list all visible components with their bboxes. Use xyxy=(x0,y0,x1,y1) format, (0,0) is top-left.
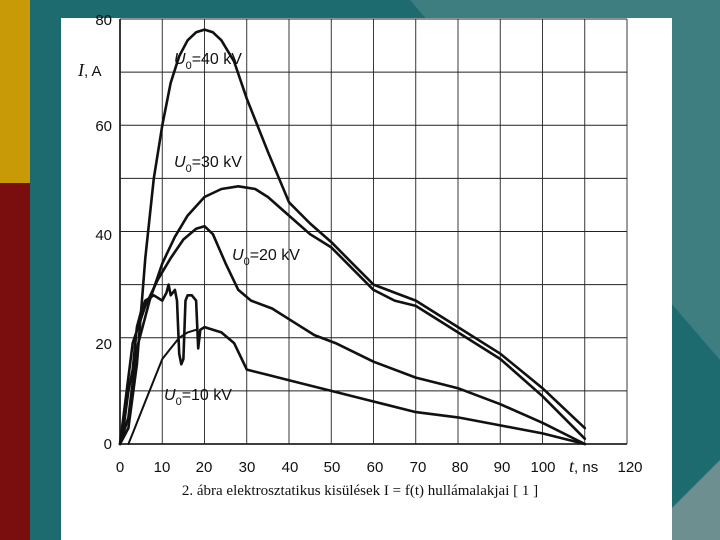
x-axis-symbol: t xyxy=(569,456,575,476)
left-bar-red xyxy=(0,183,30,540)
x-tick-labels: 0 10 20 30 40 50 60 70 80 90 100 120 xyxy=(116,459,643,476)
left-bar-gold xyxy=(0,0,30,183)
x-tick-label: 20 xyxy=(196,459,213,476)
series-line-4 xyxy=(118,283,587,446)
annotation-symbol: U xyxy=(232,247,244,264)
annotation-subscript: 0 xyxy=(244,256,250,268)
x-tick-label: 120 xyxy=(617,459,642,476)
annotation-text: =40 kV xyxy=(192,51,243,68)
series-line-5 xyxy=(127,328,198,445)
y-axis-label: I, A xyxy=(77,60,102,80)
annotation-u0-20kv: U0=20 kV xyxy=(232,247,300,268)
x-tick-label: 60 xyxy=(367,459,384,476)
annotation-text: =10 kV xyxy=(182,387,233,404)
y-axis-symbol: I xyxy=(77,60,85,80)
figure-caption: 2. ábra elektrosztatikus kisülések I = f… xyxy=(181,483,539,499)
annotation-text: =30 kV xyxy=(192,154,243,171)
y-tick-label: 20 xyxy=(95,336,112,353)
y-tick-labels: 0 20 40 60 80 xyxy=(95,12,112,453)
annotation-u0-30kv: U0=30 kV xyxy=(174,154,242,175)
x-tick-label: 90 xyxy=(494,459,511,476)
annotation-subscript: 0 xyxy=(176,396,182,408)
x-tick-label: 40 xyxy=(282,459,299,476)
x-tick-label: 10 xyxy=(154,459,171,476)
annotation-symbol: U xyxy=(174,51,186,68)
chart-grid xyxy=(119,18,628,445)
annotation-u0-10kv: U0=10 kV xyxy=(164,387,232,408)
y-tick-label: 60 xyxy=(95,118,112,135)
series-line-2 xyxy=(118,185,587,446)
x-tick-label: 50 xyxy=(324,459,341,476)
annotation-subscript: 0 xyxy=(186,60,192,72)
y-tick-label: 40 xyxy=(95,227,112,244)
series-line-1 xyxy=(118,28,587,446)
x-tick-label: 100 xyxy=(530,459,555,476)
x-tick-label: 0 xyxy=(116,459,124,476)
series-line-3 xyxy=(118,224,587,446)
x-tick-label: 30 xyxy=(239,459,256,476)
annotation-symbol: U xyxy=(174,154,186,171)
annotation-symbol: U xyxy=(164,387,176,404)
annotation-u0-40kv: U0=40 kV xyxy=(174,51,242,72)
y-tick-label: 80 xyxy=(95,12,112,29)
x-axis-unit: , ns xyxy=(574,459,598,476)
chart-series xyxy=(118,28,587,446)
annotation-subscript: 0 xyxy=(186,163,192,175)
x-axis-label: t, ns xyxy=(569,456,598,476)
x-tick-label: 80 xyxy=(452,459,469,476)
annotation-text: =20 kV xyxy=(250,247,301,264)
x-tick-label: 70 xyxy=(410,459,427,476)
y-tick-label: 0 xyxy=(104,436,112,453)
y-axis-unit: , A xyxy=(84,63,102,80)
